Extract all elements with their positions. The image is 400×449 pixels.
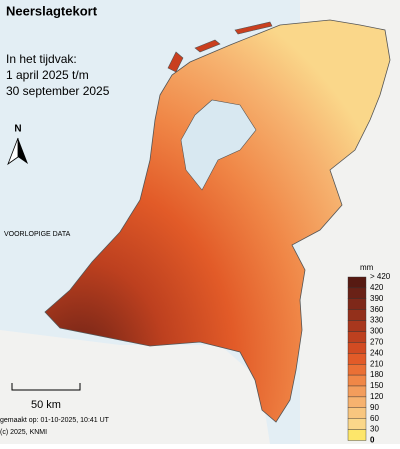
- legend-label: 420: [370, 283, 384, 292]
- neighbour-land: [0, 330, 270, 444]
- legend-title: mm: [360, 263, 374, 272]
- north-arrow: [7, 137, 19, 166]
- footer-made: gemaakt op: 01-10-2025, 10:41 UT: [0, 417, 110, 424]
- legend: > 42042039036033030027024021018015012090…: [347, 272, 391, 445]
- ijsselmeer: [180, 99, 257, 191]
- legend-swatch: [347, 331, 367, 343]
- legend-swatch: [347, 364, 367, 376]
- legend-swatch: [347, 407, 367, 419]
- legend-label: 120: [370, 392, 384, 401]
- period-label: In het tijdvak:: [6, 52, 77, 66]
- legend-label: 30: [370, 425, 379, 434]
- north-label: N: [14, 124, 21, 135]
- legend-swatch: [347, 429, 367, 441]
- legend-swatch: [347, 374, 367, 387]
- legend-swatch: [347, 298, 367, 310]
- period-start: 1 april 2025 t/m: [6, 68, 89, 82]
- legend-swatch: [347, 276, 367, 289]
- title: Neerslagtekort: [6, 3, 98, 18]
- legend-label: 390: [370, 294, 384, 303]
- legend-swatch: [347, 353, 367, 365]
- legend-label: 150: [370, 381, 384, 390]
- legend-label: 90: [370, 403, 379, 412]
- status-label: VOORLOPIGE DATA: [4, 231, 71, 238]
- footer-copyright: (c) 2025, KNMI: [0, 429, 47, 436]
- legend-swatch: [347, 320, 367, 332]
- legend-label: 60: [370, 414, 379, 423]
- legend-label: 270: [370, 338, 384, 347]
- scale-bar: [11, 383, 81, 391]
- legend-label: 360: [370, 305, 384, 314]
- legend-label: 240: [370, 348, 384, 357]
- legend-swatch: [347, 396, 367, 408]
- legend-swatch: [347, 342, 367, 354]
- legend-label: > 420: [370, 272, 391, 281]
- legend-swatch: [347, 418, 367, 430]
- legend-label: 300: [370, 327, 384, 336]
- period-end: 30 september 2025: [6, 84, 110, 98]
- legend-label: 0: [370, 436, 375, 444]
- legend-swatch: [347, 385, 367, 398]
- legend-swatch: [347, 309, 367, 321]
- scale-label: 50 km: [31, 399, 61, 411]
- netherlands: [44, 19, 391, 423]
- legend-label: 330: [370, 316, 384, 325]
- wadden-islands: [167, 21, 273, 73]
- legend-label: 180: [370, 370, 384, 379]
- legend-label: 210: [370, 359, 384, 368]
- north-arrow: [18, 138, 28, 164]
- legend-swatch: [347, 287, 367, 299]
